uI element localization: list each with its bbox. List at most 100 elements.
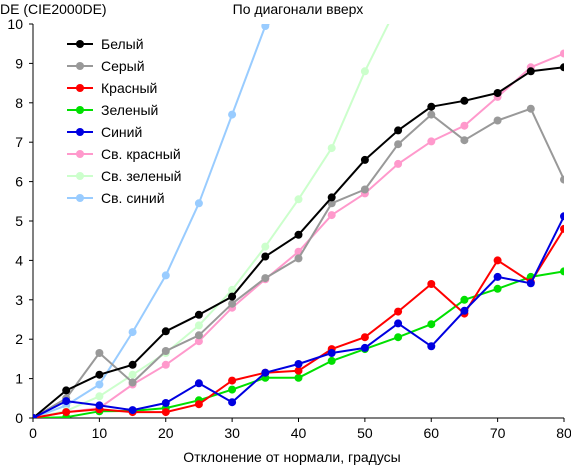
data-point bbox=[526, 104, 535, 113]
data-point bbox=[526, 67, 535, 76]
data-point bbox=[261, 252, 270, 261]
data-point bbox=[427, 110, 436, 119]
legend-label: Серый bbox=[101, 58, 145, 74]
legend-label: Белый bbox=[101, 36, 144, 52]
data-point bbox=[95, 370, 104, 379]
data-point bbox=[327, 144, 336, 153]
data-point bbox=[460, 136, 469, 145]
data-point bbox=[327, 193, 336, 202]
legend-marker bbox=[76, 128, 84, 136]
series-8 bbox=[33, 24, 271, 418]
data-point bbox=[228, 376, 237, 385]
data-point bbox=[427, 102, 436, 111]
data-point bbox=[460, 96, 469, 105]
data-point bbox=[394, 319, 403, 328]
legend-item: Синий bbox=[67, 124, 142, 140]
y-tick-label: 8 bbox=[15, 95, 23, 111]
data-point bbox=[128, 378, 137, 387]
data-point bbox=[327, 211, 336, 220]
y-tick-label: 1 bbox=[15, 371, 23, 387]
data-point bbox=[194, 199, 203, 208]
data-point bbox=[327, 199, 336, 208]
y-axis-label: DE (CIE2000DE) bbox=[0, 1, 107, 17]
data-point bbox=[194, 379, 203, 388]
data-point bbox=[161, 347, 170, 355]
data-point bbox=[394, 307, 403, 316]
legend-item: Красный bbox=[67, 80, 157, 96]
legend: Белый Серый Красный Зеленый Синий Св. красный… bbox=[67, 36, 181, 206]
series-line bbox=[33, 24, 390, 418]
x-tick-label: 60 bbox=[423, 425, 439, 441]
data-point bbox=[294, 254, 303, 263]
data-point bbox=[228, 299, 237, 308]
x-tick-label: 80 bbox=[556, 425, 571, 441]
legend-item: Св. синий bbox=[67, 190, 165, 206]
data-point bbox=[261, 242, 270, 251]
legend-item: Зеленый bbox=[67, 102, 158, 118]
data-point bbox=[460, 295, 469, 304]
data-point bbox=[493, 89, 502, 97]
data-point bbox=[194, 321, 203, 330]
data-point bbox=[161, 360, 170, 369]
data-point bbox=[294, 360, 303, 368]
data-point bbox=[228, 285, 237, 294]
data-point bbox=[194, 310, 203, 319]
data-point bbox=[427, 280, 436, 288]
data-point bbox=[294, 230, 303, 239]
x-axis-label: Отклонение от нормали, градусы bbox=[183, 449, 400, 465]
legend-label: Зеленый bbox=[101, 102, 158, 118]
legend-marker bbox=[76, 172, 84, 180]
series-5 bbox=[33, 212, 564, 418]
data-point bbox=[560, 175, 564, 184]
data-point bbox=[161, 327, 170, 336]
data-point bbox=[95, 392, 104, 401]
data-point bbox=[493, 256, 502, 265]
data-point bbox=[360, 185, 369, 194]
data-point bbox=[394, 333, 403, 342]
series-7 bbox=[33, 24, 390, 418]
legend-label: Св. красный bbox=[101, 146, 181, 162]
legend-label: Св. синий bbox=[101, 190, 165, 206]
data-point bbox=[294, 373, 303, 382]
data-point bbox=[62, 408, 71, 417]
y-tick-label: 7 bbox=[15, 134, 23, 150]
data-point bbox=[360, 67, 369, 76]
legend-label: Красный bbox=[101, 80, 157, 96]
data-point bbox=[128, 370, 137, 379]
data-point bbox=[394, 126, 403, 135]
data-point bbox=[294, 366, 303, 375]
data-point bbox=[460, 121, 469, 130]
data-point bbox=[62, 386, 71, 395]
data-point bbox=[161, 399, 170, 407]
data-point bbox=[427, 320, 436, 329]
data-point bbox=[560, 212, 564, 221]
data-point bbox=[228, 110, 237, 119]
data-point bbox=[394, 159, 403, 168]
data-point bbox=[294, 195, 303, 204]
data-point bbox=[560, 267, 564, 276]
data-point bbox=[360, 155, 369, 164]
data-point bbox=[128, 406, 137, 415]
legend-marker bbox=[76, 40, 84, 48]
data-point bbox=[228, 385, 237, 394]
data-point bbox=[261, 368, 270, 377]
series-2 bbox=[33, 104, 564, 418]
data-point bbox=[128, 328, 137, 337]
data-point bbox=[95, 401, 104, 410]
data-point bbox=[228, 292, 237, 301]
x-tick-label: 70 bbox=[490, 425, 506, 441]
data-point bbox=[95, 349, 104, 357]
legend-marker bbox=[76, 62, 84, 70]
data-point bbox=[128, 360, 137, 369]
y-tick-label: 2 bbox=[15, 331, 23, 347]
legend-label: Синий bbox=[101, 124, 142, 140]
data-point bbox=[161, 271, 170, 280]
series-layer bbox=[33, 24, 564, 418]
legend-item: Серый bbox=[67, 58, 145, 74]
legend-label: Св. зеленый bbox=[101, 168, 181, 184]
legend-marker bbox=[76, 150, 84, 158]
x-tick-label: 0 bbox=[29, 425, 37, 441]
data-point bbox=[394, 140, 403, 149]
